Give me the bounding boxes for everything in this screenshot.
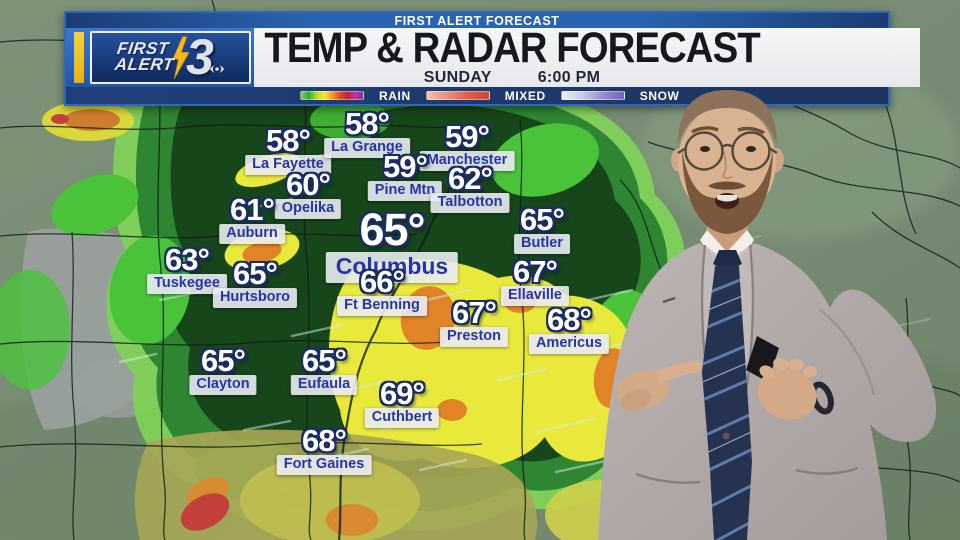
station-city: Butler	[514, 234, 570, 254]
banner-text: FIRST ALERT FORECAST	[394, 13, 560, 28]
station-temp: 65°	[201, 343, 246, 378]
station-logo: FIRST ALERT 3	[66, 28, 254, 87]
forecast-day: SUNDAY	[423, 69, 492, 86]
station-label: 59° Manchester	[419, 119, 515, 171]
station-label: 59° Pine Mtn	[367, 149, 443, 201]
station-city: Talbotton	[430, 193, 510, 213]
station-city: Hurtsboro	[212, 288, 298, 308]
station-city: Americus	[528, 334, 610, 354]
forecast-header: FIRST ALERT FORECAST FIRST ALERT 3	[64, 11, 921, 106]
snow-gradient-swatch	[560, 91, 625, 100]
station-temp: 66°	[360, 264, 405, 299]
station-temp: 69°	[380, 376, 425, 411]
banner-title-bar: FIRST ALERT FORECAST	[66, 13, 888, 28]
station-label: 60° Opelika	[274, 167, 342, 219]
station-label: 65° Butler	[514, 202, 570, 254]
station-temp: 68°	[547, 302, 592, 337]
station-temp: 59°	[383, 149, 428, 184]
station-city: Fort Gaines	[276, 455, 372, 475]
station-temp: 60°	[286, 167, 331, 202]
station-city: Columbus	[325, 251, 459, 283]
station-temp: 59°	[445, 119, 490, 154]
station-city: Pine Mtn	[367, 181, 443, 201]
station-city: Opelika	[274, 199, 342, 219]
station-label: 65° Eufaula	[290, 343, 358, 395]
station-city: Auburn	[219, 224, 285, 244]
station-city: Clayton	[189, 375, 257, 395]
precip-legend: RAIN MIXED SNOW	[66, 87, 888, 104]
lightning-bolt-icon	[172, 35, 190, 79]
mixed-gradient-swatch	[425, 91, 490, 100]
station-city: Tuskegee	[147, 274, 227, 294]
station-temp: 65°	[302, 343, 347, 378]
station-city: Ellaville	[500, 286, 570, 306]
station-label: 58° La Grange	[324, 106, 410, 158]
rain-label: RAIN	[379, 88, 411, 103]
station-temp: 67°	[513, 254, 558, 289]
station-city: Cuthbert	[364, 408, 440, 428]
station-label: 58° La Fayette	[245, 123, 331, 175]
station-label: 65° Hurtsboro	[212, 256, 298, 308]
logo-accent-stripe	[74, 32, 84, 83]
first-alert-3-logo: FIRST ALERT 3	[90, 31, 251, 84]
station-city: La Grange	[324, 138, 410, 158]
rain-gradient-swatch	[300, 91, 364, 100]
station-label: 68° Fort Gaines	[276, 423, 372, 475]
station-temp: 58°	[266, 123, 311, 158]
station-city: Preston	[440, 327, 508, 347]
station-city: La Fayette	[245, 155, 331, 175]
station-temp: 63°	[165, 242, 210, 277]
cbs-eye-icon	[209, 64, 224, 74]
station-label: 67° Preston	[440, 295, 508, 347]
mixed-label: MIXED	[504, 88, 546, 103]
station-label: 65° Columbus	[325, 204, 459, 283]
station-temp: 61°	[230, 192, 275, 227]
station-label: 68° Americus	[528, 302, 610, 354]
channel-number: 3	[186, 29, 214, 85]
logo-word-alert: ALERT	[113, 55, 176, 75]
station-label: 63° Tuskegee	[147, 242, 227, 294]
page-title: TEMP & RADAR FORECAST	[264, 24, 760, 72]
station-label: 65° Clayton	[189, 343, 257, 395]
station-temp: 67°	[452, 295, 497, 330]
station-city: Ft Benning	[337, 296, 427, 316]
station-label: 66° Ft Benning	[337, 264, 427, 316]
station-temp: 65°	[359, 204, 425, 255]
station-label: 61° Auburn	[219, 192, 285, 244]
forecast-time: 6:00 PM	[537, 69, 601, 86]
station-temp: 58°	[345, 106, 390, 141]
station-city: Eufaula	[290, 375, 358, 395]
station-label: 67° Ellaville	[500, 254, 570, 306]
station-temp: 65°	[520, 202, 565, 237]
snow-label: SNOW	[639, 88, 680, 103]
station-temp: 68°	[302, 423, 347, 458]
station-label: 62° Talbotton	[430, 161, 510, 213]
station-temp: 62°	[448, 161, 493, 196]
title-panel: TEMP & RADAR FORECAST SUNDAY 6:00 PM	[254, 24, 921, 87]
station-temp: 65°	[233, 256, 278, 291]
station-city: Manchester	[419, 151, 515, 171]
station-label: 69° Cuthbert	[364, 376, 440, 428]
